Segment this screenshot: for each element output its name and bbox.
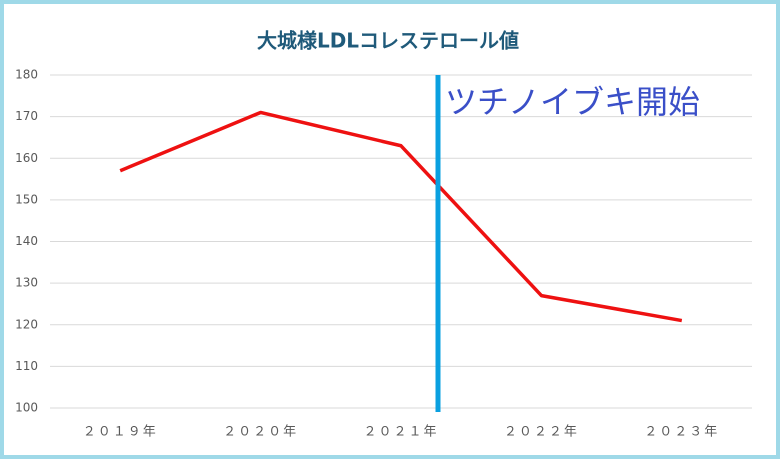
x-tick-label: ２０２０年 bbox=[223, 425, 298, 440]
line-series bbox=[119, 110, 683, 323]
y-tick-label: 150 bbox=[15, 192, 38, 206]
y-tick-label: 120 bbox=[15, 317, 38, 331]
x-tick-label: ２０２１年 bbox=[363, 425, 438, 440]
y-tick-label: 130 bbox=[15, 276, 38, 290]
x-tick-label: ２０１９年 bbox=[83, 425, 158, 440]
y-tick-label: 140 bbox=[15, 234, 38, 248]
y-tick-label: 170 bbox=[15, 109, 38, 123]
y-tick-label: 160 bbox=[15, 151, 38, 165]
annotation: ツチノイブキ開始 bbox=[445, 83, 700, 121]
x-tick-label: ２０２３年 bbox=[644, 425, 719, 440]
x-tick-label: ２０２２年 bbox=[504, 425, 579, 440]
y-tick-label: 110 bbox=[15, 359, 38, 373]
chart-title: 大城様LDLコレステロール値 bbox=[257, 29, 519, 53]
y-tick-label: 180 bbox=[15, 68, 38, 82]
y-tick-label: 100 bbox=[15, 401, 38, 415]
